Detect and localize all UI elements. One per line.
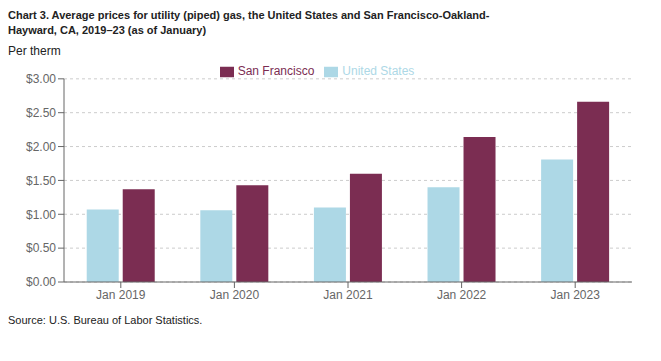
svg-text:$2.50: $2.50 (26, 106, 56, 120)
svg-text:Jan 2020: Jan 2020 (210, 288, 260, 302)
svg-text:Jan 2022: Jan 2022 (437, 288, 487, 302)
html-text:Chart 3. Average prices for ut: Chart 3. Average prices for utility (pip… (8, 9, 490, 36)
svg-text:$0.50: $0.50 (26, 241, 56, 255)
html-text:Source: U.S. Bureau of Labor S: Source: U.S. Bureau of Labor Statistics. (8, 314, 203, 326)
svg-text:$3.00: $3.00 (26, 72, 56, 86)
svg-text:$2.00: $2.00 (26, 140, 56, 154)
html-text:San Francisco: San Francisco (237, 64, 315, 78)
svg-text:Jan 2019: Jan 2019 (96, 288, 146, 302)
svg-text:$1.50: $1.50 (26, 174, 56, 188)
html-text:United States: United States (342, 64, 415, 78)
svg-text:Jan 2021: Jan 2021 (323, 288, 373, 302)
svg-text:Jan 2023: Jan 2023 (551, 288, 601, 302)
svg-text:$1.00: $1.00 (26, 208, 56, 222)
html-text:Per therm: Per therm (8, 44, 61, 58)
svg-text:$0.00: $0.00 (26, 275, 56, 289)
